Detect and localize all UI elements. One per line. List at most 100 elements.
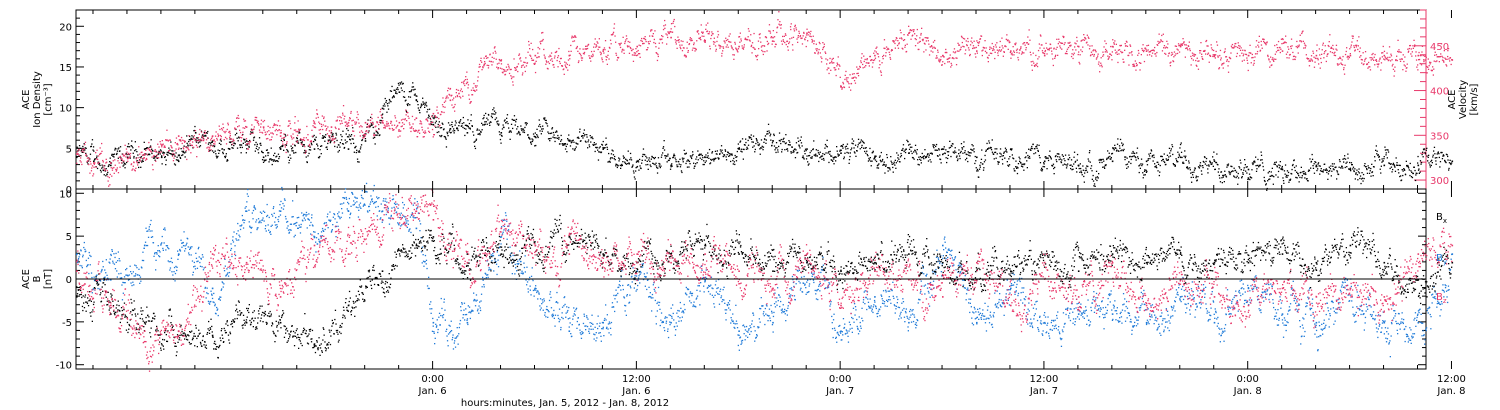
series-velocity-point [718,44,720,46]
series-velocity-point [115,170,117,172]
series-ion-density-point [93,150,95,152]
series-ion-density-point [554,140,556,143]
series-velocity-point [263,127,265,129]
series-velocity-point [678,39,680,41]
series-ion-density-point [1005,149,1007,151]
series-ion-density-point [1041,169,1044,171]
series-ion-density-point [433,115,435,117]
series-velocity-point [1015,42,1017,44]
series-ion-density-point [943,146,945,148]
series-velocity-point [710,37,712,40]
series-ion-density-point [1117,138,1119,140]
series-velocity-point [466,71,468,73]
series-velocity-point [227,124,229,126]
series-ion-density-point [748,137,751,139]
series-velocity-point [765,36,767,38]
series-velocity-point [352,119,354,121]
series-ion-density-point [1184,150,1186,152]
series-ion-density-point [1193,169,1196,171]
series-velocity-point [132,165,134,167]
series-velocity-point [1028,43,1030,45]
series-velocity-point [124,144,126,146]
series-velocity-point [354,123,356,125]
series-ion-density-point [1263,179,1266,182]
series-ion-density-point [1065,167,1068,169]
series-velocity-point [131,169,133,171]
series-ion-density-point [1362,180,1364,182]
series-ion-density-point [536,128,538,130]
series-ion-density-point [420,105,422,107]
series-ion-density-point [246,144,248,146]
series-ion-density-point [406,103,408,105]
series-velocity-point [1085,38,1087,40]
series-velocity-point [92,175,94,177]
top-ylabel-line: Ion Density [32,71,43,128]
series-velocity-point [165,139,167,141]
series-ion-density-point [838,154,840,156]
series-ion-density-point [478,129,480,131]
series-velocity-point [882,55,884,58]
series-ion-density-point [668,159,670,161]
series-velocity-point [571,35,573,37]
series-ion-density-point [301,141,303,143]
series-ion-density-point [817,152,820,154]
series-velocity-point [727,46,729,48]
series-ion-density-point [685,162,687,165]
series-ion-density-point [1439,166,1441,168]
series-ion-density-point [1442,154,1445,156]
series-ion-density-point [410,90,412,93]
series-ion-density-point [715,153,717,155]
series-velocity-point [430,118,432,121]
series-velocity-point [1128,54,1130,57]
series-velocity-point [254,119,256,121]
series-velocity-point [950,66,952,68]
series-ion-density-point [647,163,649,166]
series-ion-density-point [1327,173,1330,175]
series-ion-density-point [563,144,565,146]
series-velocity-point [1129,45,1132,47]
series-velocity-point [1092,49,1095,51]
series-ion-density-point [1008,158,1010,160]
series-ion-density-point [575,146,577,148]
series-velocity-point [244,127,246,129]
series-ion-density-point [1283,170,1286,172]
series-velocity-point [1036,62,1038,65]
series-ion-density-point [757,144,759,146]
series-velocity-point [1005,38,1007,40]
series-velocity-point [1157,44,1159,46]
series-ion-density-point [128,153,130,156]
series-velocity-point [176,142,179,145]
series-velocity-point [504,69,506,71]
series-velocity-point [88,163,90,166]
series-velocity-point [817,53,819,55]
series-ion-density-point [496,123,499,125]
series-ion-density-point [606,146,608,148]
series-velocity-point [713,43,715,45]
series-velocity-point [528,40,530,43]
series-velocity-point [1138,52,1140,54]
series-velocity-point [97,158,99,161]
series-velocity-point [805,45,807,48]
series-ion-density-point [210,142,212,144]
series-velocity-point [967,40,969,43]
series-ion-density-point [794,148,796,150]
series-velocity-point [407,115,409,117]
series-velocity-point [968,49,970,51]
series-velocity-point [930,50,932,52]
series-ion-density-point [895,167,897,169]
series-ion-density-point [388,102,390,104]
series-ion-density-point [155,156,157,158]
series-velocity-point [567,59,570,61]
series-velocity-point [268,130,270,132]
series-velocity-point [144,154,146,156]
series-ion-density-point [482,124,484,126]
series-ion-density-point [894,164,896,166]
series-velocity-point [452,99,454,101]
series-velocity-point [432,136,434,138]
series-ion-density-point [1357,171,1360,173]
series-ion-density-point [160,150,162,152]
series-ion-density-point [896,160,899,162]
series-velocity-point [1055,48,1057,50]
series-velocity-point [711,31,713,33]
series-ion-density-point [593,142,595,144]
